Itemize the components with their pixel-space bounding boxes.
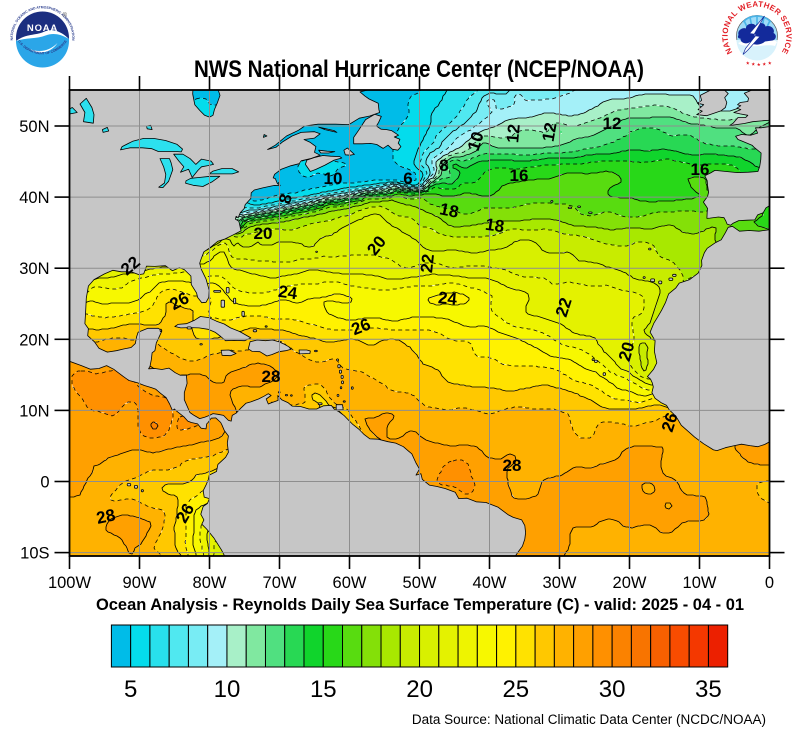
svg-text:20: 20 <box>406 676 433 703</box>
svg-text:24: 24 <box>437 288 458 309</box>
svg-text:8: 8 <box>439 156 448 175</box>
svg-text:26: 26 <box>658 410 682 434</box>
svg-text:10: 10 <box>464 129 488 153</box>
svg-text:0: 0 <box>40 474 49 492</box>
svg-text:18: 18 <box>484 215 505 236</box>
svg-text:10: 10 <box>214 676 241 703</box>
svg-text:25: 25 <box>502 676 529 703</box>
svg-text:8: 8 <box>275 192 296 205</box>
svg-text:20N: 20N <box>19 331 49 349</box>
svg-text:40W: 40W <box>473 574 507 592</box>
svg-text:50N: 50N <box>19 118 49 136</box>
svg-text:50W: 50W <box>403 574 437 592</box>
svg-text:24: 24 <box>277 282 299 304</box>
svg-text:0: 0 <box>765 574 774 592</box>
svg-text:30N: 30N <box>19 260 49 278</box>
svg-text:16: 16 <box>510 166 529 185</box>
svg-text:100W: 100W <box>48 574 92 592</box>
svg-text:28: 28 <box>503 456 522 475</box>
svg-text:90W: 90W <box>123 574 157 592</box>
svg-text:30W: 30W <box>543 574 577 592</box>
svg-text:15: 15 <box>310 676 337 703</box>
svg-text:10: 10 <box>324 169 343 188</box>
svg-text:20: 20 <box>615 340 638 363</box>
svg-text:®: ® <box>63 12 68 19</box>
svg-text:Ocean Analysis - Reynolds Dail: Ocean Analysis - Reynolds Daily Sea Surf… <box>96 596 744 614</box>
svg-text:12: 12 <box>539 121 561 143</box>
svg-text:5: 5 <box>124 676 137 703</box>
svg-text:Data Source: National Climatic: Data Source: National Climatic Data Cent… <box>412 712 766 727</box>
svg-text:12: 12 <box>603 114 622 133</box>
svg-text:6: 6 <box>403 169 412 188</box>
svg-text:28: 28 <box>95 505 117 528</box>
svg-text:10N: 10N <box>19 402 49 420</box>
svg-text:70W: 70W <box>263 574 297 592</box>
svg-text:60W: 60W <box>333 574 367 592</box>
svg-text:16: 16 <box>691 160 710 179</box>
svg-text:22: 22 <box>552 295 576 319</box>
svg-text:10S: 10S <box>20 545 49 563</box>
svg-text:NWS National Hurricane Center: NWS National Hurricane Center (NCEP/NOAA… <box>194 56 644 83</box>
svg-text:40N: 40N <box>19 189 49 207</box>
svg-text:30: 30 <box>599 676 626 703</box>
svg-text:20W: 20W <box>613 574 647 592</box>
svg-text:80W: 80W <box>193 574 227 592</box>
svg-text:18: 18 <box>438 199 460 222</box>
svg-text:22: 22 <box>417 253 438 274</box>
svg-text:10W: 10W <box>683 574 717 592</box>
svg-text:NOAA: NOAA <box>27 23 58 34</box>
svg-text:20: 20 <box>254 224 273 243</box>
svg-text:12: 12 <box>503 123 524 144</box>
svg-text:28: 28 <box>262 367 281 386</box>
svg-text:35: 35 <box>695 676 722 703</box>
